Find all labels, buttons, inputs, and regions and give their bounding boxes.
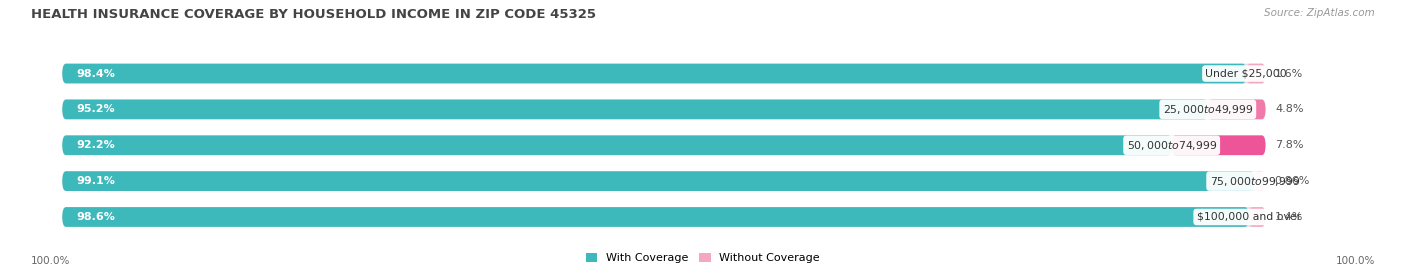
- FancyBboxPatch shape: [62, 135, 1171, 155]
- FancyBboxPatch shape: [62, 135, 1265, 155]
- FancyBboxPatch shape: [1254, 171, 1265, 191]
- Text: Source: ZipAtlas.com: Source: ZipAtlas.com: [1264, 8, 1375, 18]
- Text: 98.6%: 98.6%: [77, 212, 115, 222]
- Text: 4.8%: 4.8%: [1275, 104, 1303, 114]
- FancyBboxPatch shape: [1208, 100, 1265, 119]
- Text: 92.2%: 92.2%: [77, 140, 115, 150]
- Text: $100,000 and over: $100,000 and over: [1197, 212, 1301, 222]
- FancyBboxPatch shape: [62, 64, 1265, 83]
- FancyBboxPatch shape: [1246, 64, 1265, 83]
- Text: HEALTH INSURANCE COVERAGE BY HOUSEHOLD INCOME IN ZIP CODE 45325: HEALTH INSURANCE COVERAGE BY HOUSEHOLD I…: [31, 8, 596, 21]
- FancyBboxPatch shape: [62, 171, 1254, 191]
- Text: 95.2%: 95.2%: [77, 104, 115, 114]
- FancyBboxPatch shape: [1249, 207, 1265, 227]
- Text: 98.4%: 98.4%: [77, 69, 115, 79]
- FancyBboxPatch shape: [62, 171, 1265, 191]
- Text: Under $25,000: Under $25,000: [1205, 69, 1286, 79]
- FancyBboxPatch shape: [62, 64, 1246, 83]
- Text: 100.0%: 100.0%: [31, 256, 70, 266]
- Text: $75,000 to $99,999: $75,000 to $99,999: [1209, 175, 1301, 187]
- FancyBboxPatch shape: [62, 207, 1265, 227]
- Legend: With Coverage, Without Coverage: With Coverage, Without Coverage: [586, 253, 820, 263]
- FancyBboxPatch shape: [62, 100, 1265, 119]
- FancyBboxPatch shape: [62, 100, 1208, 119]
- Text: 100.0%: 100.0%: [1336, 256, 1375, 266]
- FancyBboxPatch shape: [1171, 135, 1265, 155]
- Text: 7.8%: 7.8%: [1275, 140, 1303, 150]
- FancyBboxPatch shape: [62, 207, 1249, 227]
- Text: 1.6%: 1.6%: [1275, 69, 1303, 79]
- Text: $50,000 to $74,999: $50,000 to $74,999: [1126, 139, 1216, 152]
- Text: 1.4%: 1.4%: [1275, 212, 1303, 222]
- Text: 0.86%: 0.86%: [1275, 176, 1310, 186]
- Text: $25,000 to $49,999: $25,000 to $49,999: [1163, 103, 1253, 116]
- Text: 99.1%: 99.1%: [77, 176, 115, 186]
